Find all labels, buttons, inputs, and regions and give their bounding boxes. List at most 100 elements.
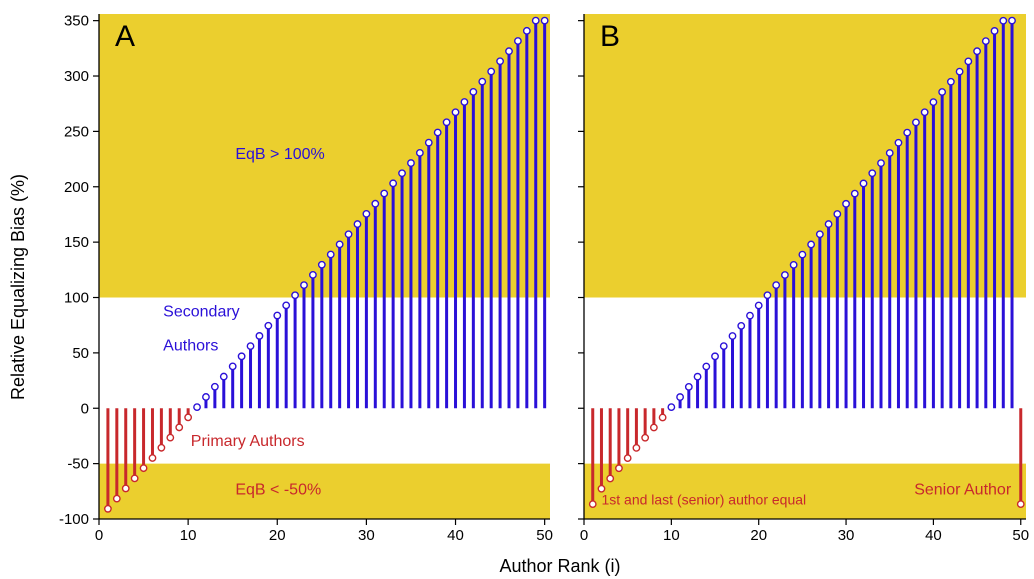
marker-40 [929,98,938,107]
marker-35 [885,149,894,157]
annotation-senior-author: Senior Author [914,482,1012,499]
marker-25 [317,260,326,269]
marker-33 [868,169,877,178]
annotation-primary: Primary Authors [191,433,305,450]
x-tick-label: 0 [95,527,103,544]
y-tick-label: 50 [72,345,89,362]
lower-band [99,463,550,519]
marker-22 [772,281,781,290]
marker-39 [920,108,929,117]
marker-20 [273,311,282,320]
marker-32 [859,179,868,188]
annotation-secondary-line2: Authors [163,338,218,355]
y-tick-label: 250 [64,123,89,140]
marker-37 [903,128,912,137]
panel-label: B [600,20,620,53]
y-axis-label: Relative Equalizing Bias (%) [8,174,28,400]
marker-18 [737,321,746,330]
marker-5 [139,464,148,473]
marker-17 [246,342,255,351]
marker-36 [415,148,424,157]
marker-25 [798,250,807,259]
marker-26 [807,240,816,249]
marker-44 [964,57,973,66]
panel-b: 0 10 20 30 40 50 B 1st and last (senior) author… [578,14,1029,544]
marker-49 [531,16,540,25]
marker-10 [184,413,193,422]
marker-8 [166,433,175,442]
annotation-upper-band: EqB > 100% [235,146,324,163]
annotation-secondary-line1: Secondary [163,303,240,320]
marker-16 [237,352,246,361]
marker-42 [946,77,955,86]
marker-35 [407,159,415,167]
marker-29 [353,220,362,228]
annotation-lower-band: EqB < -50% [235,482,321,499]
marker-1 [588,500,597,509]
marker-23 [300,281,308,290]
marker-4 [130,474,139,483]
marker-23 [781,271,789,279]
marker-44 [487,67,496,76]
marker-32 [380,189,389,198]
marker-20 [754,301,763,310]
marker-21 [763,291,772,300]
x-tick-label: 40 [447,527,464,544]
marker-24 [309,271,317,279]
marker-14 [702,362,711,371]
marker-37 [424,138,433,147]
marker-9 [658,413,667,422]
marker-7 [157,443,166,452]
marker-3 [606,474,615,483]
x-tick-label: 20 [269,527,286,544]
marker-34 [877,159,885,168]
y-tick-label: -100 [59,511,89,528]
marker-4 [615,464,623,473]
marker-11 [193,403,201,412]
marker-19 [264,321,273,330]
marker-45 [973,47,981,56]
y-tick-label: 100 [64,290,89,307]
y-tick-label: 150 [64,234,89,251]
marker-15 [711,352,719,361]
marker-17 [728,332,737,340]
marker-50 [1016,500,1025,509]
marker-30 [842,199,850,208]
annotation-first-last: 1st and last (senior) author equal [601,492,806,508]
marker-33 [389,179,398,188]
marker-12 [202,393,210,401]
marker-9 [175,423,184,432]
lower-band [584,463,1026,519]
y-tick-label: 0 [81,400,89,417]
y-tick-label: 300 [64,68,89,85]
marker-3 [121,484,130,493]
marker-11 [676,393,684,401]
marker-22 [291,291,299,300]
marker-48 [999,16,1008,25]
marker-29 [833,210,842,218]
marker-48 [522,26,531,35]
x-tick-label: 10 [180,527,197,544]
marker-16 [719,342,728,351]
marker-41 [938,88,947,96]
marker-43 [955,67,964,76]
marker-49 [1008,16,1016,25]
marker-6 [632,444,641,452]
x-tick-label: 50 [536,527,553,544]
x-tick-label: 40 [925,527,942,544]
x-axis-label: Author Rank (i) [499,556,620,576]
marker-50 [540,16,549,25]
marker-19 [746,311,754,320]
marker-28 [344,230,353,239]
marker-26 [326,250,335,259]
marker-38 [912,118,920,127]
marker-46 [981,37,990,46]
y-tick-label: 350 [64,13,89,30]
x-tick-label: 30 [838,527,855,544]
marker-6 [148,454,157,462]
marker-31 [850,189,859,198]
marker-47 [990,27,999,35]
marker-7 [641,433,650,442]
marker-36 [894,138,903,147]
